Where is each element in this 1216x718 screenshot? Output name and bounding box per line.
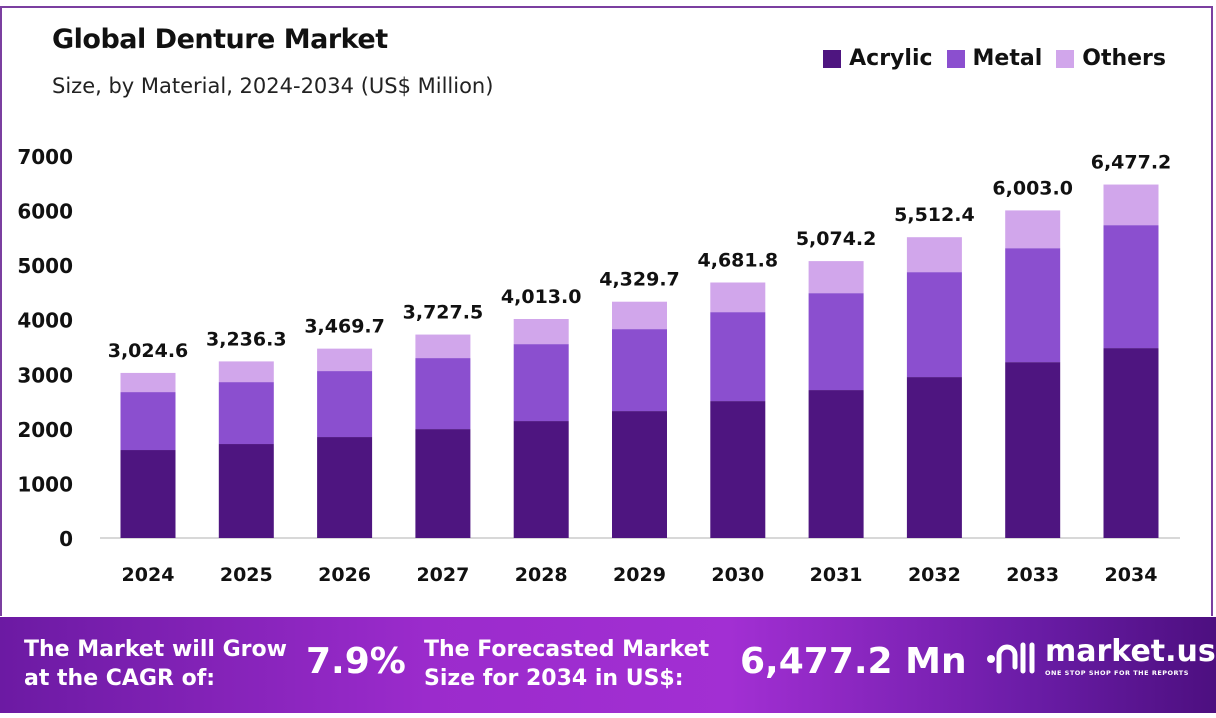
bar-segment-acrylic [906, 377, 962, 538]
bar-segment-metal [317, 371, 373, 438]
data-label-total: 6,003.0 [992, 177, 1073, 199]
bar-segment-metal [612, 329, 667, 412]
bar-segment-others [1103, 184, 1159, 226]
legend-swatch [1056, 49, 1075, 68]
forecast-value: 6,477.2 Mn [740, 641, 967, 682]
bar-segment-acrylic [808, 390, 864, 538]
x-tick-label: 2031 [810, 564, 863, 586]
bar-segment-others [710, 282, 766, 313]
bar-segment-others [218, 361, 274, 383]
y-tick-label: 0 [59, 527, 73, 551]
bar-segment-others [120, 372, 176, 393]
bar-segment-acrylic [415, 429, 471, 538]
bar-segment-acrylic [612, 411, 667, 538]
market-us-logo: market.us ONE STOP SHOP FOR THE REPORTS [985, 637, 1216, 677]
chart-title: Global Denture Market [52, 24, 388, 55]
x-tick-label: 2029 [613, 564, 666, 586]
x-tick-label: 2028 [515, 564, 568, 586]
logo-tagline: ONE STOP SHOP FOR THE REPORTS [1045, 669, 1189, 677]
x-tick-label: 2026 [318, 564, 371, 586]
legend-item-acrylic: Acrylic [823, 46, 933, 71]
x-tick-label: 2024 [122, 564, 175, 586]
bar-segment-acrylic [1005, 362, 1061, 538]
data-label-total: 4,681.8 [698, 249, 779, 271]
bar-segment-metal [415, 358, 471, 430]
bar-segment-acrylic [1103, 348, 1159, 538]
bar-segment-others [513, 319, 569, 345]
bar-segment-others [906, 237, 962, 273]
bar-segment-metal [513, 344, 569, 422]
data-label-total: 3,024.6 [108, 340, 189, 362]
forecast-label: The Forecasted Market Size for 2034 in U… [424, 635, 709, 693]
bar-segment-others [317, 348, 373, 372]
bar-segment-others [415, 334, 471, 359]
legend-label: Metal [972, 46, 1043, 71]
cagr-label-line1: The Market will Grow [24, 637, 287, 662]
x-tick-label: 2025 [220, 564, 273, 586]
legend-item-others: Others [1056, 46, 1166, 71]
bar-segment-acrylic [218, 444, 274, 538]
data-label-total: 3,236.3 [206, 328, 287, 350]
bar-segment-metal [1103, 225, 1159, 349]
y-tick-label: 4000 [17, 309, 73, 333]
legend-item-metal: Metal [946, 46, 1043, 71]
data-label-total: 5,074.2 [796, 228, 877, 250]
y-tick-label: 7000 [17, 145, 73, 169]
cagr-label: The Market will Grow at the CAGR of: [24, 635, 287, 693]
y-tick-label: 5000 [17, 254, 73, 278]
forecast-label-line1: The Forecasted Market [424, 637, 710, 662]
data-label-total: 3,469.7 [304, 316, 385, 338]
legend-swatch [823, 49, 842, 68]
summary-banner: The Market will Grow at the CAGR of: 7.9… [0, 617, 1216, 713]
bar-segment-metal [218, 382, 274, 445]
bar-segment-metal [906, 272, 962, 378]
chart-subtitle: Size, by Material, 2024-2034 (US$ Millio… [52, 74, 494, 98]
bar-segment-acrylic [317, 437, 373, 538]
stacked-bar-chart: 0 1000 2000 3000 4000 5000 6000 7000 3,024.6 2024… [17, 145, 1180, 586]
logo-icon [987, 642, 1035, 674]
bar-segment-acrylic [513, 421, 569, 538]
cagr-value: 7.9% [306, 641, 406, 682]
bar-segment-others [808, 261, 864, 294]
data-label-total: 4,329.7 [599, 269, 680, 291]
y-tick-label: 3000 [17, 363, 73, 387]
bar-segment-acrylic [120, 450, 176, 538]
legend-swatch [946, 49, 965, 68]
forecast-label-line2: Size for 2034 in US$: [424, 666, 684, 691]
bar-segment-acrylic [710, 401, 766, 538]
bar-segment-metal [120, 392, 176, 451]
x-tick-label: 2032 [908, 564, 961, 586]
y-tick-label: 1000 [17, 472, 73, 496]
legend-label: Others [1082, 46, 1166, 71]
legend-label: Acrylic [849, 46, 933, 71]
bar-segment-others [1005, 210, 1061, 249]
bar-segment-metal [710, 312, 766, 402]
data-label-total: 4,013.0 [501, 286, 582, 308]
bar-segment-metal [808, 293, 864, 391]
x-tick-label: 2034 [1105, 564, 1158, 586]
chart-frame [0, 6, 1213, 616]
bar-segment-others [612, 301, 667, 330]
y-tick-label: 2000 [17, 418, 73, 442]
data-label-total: 3,727.5 [403, 302, 484, 324]
legend: Acrylic Metal Others [823, 46, 1166, 71]
cagr-label-line2: at the CAGR of: [24, 666, 216, 691]
data-label-total: 5,512.4 [894, 204, 975, 226]
x-tick-label: 2027 [416, 564, 469, 586]
x-tick-label: 2030 [711, 564, 764, 586]
bar-segment-metal [1005, 248, 1061, 363]
y-tick-label: 6000 [17, 200, 73, 224]
logo-name: market.us [1045, 634, 1216, 669]
x-tick-label: 2033 [1006, 564, 1059, 586]
data-label-total: 6,477.2 [1091, 152, 1172, 174]
